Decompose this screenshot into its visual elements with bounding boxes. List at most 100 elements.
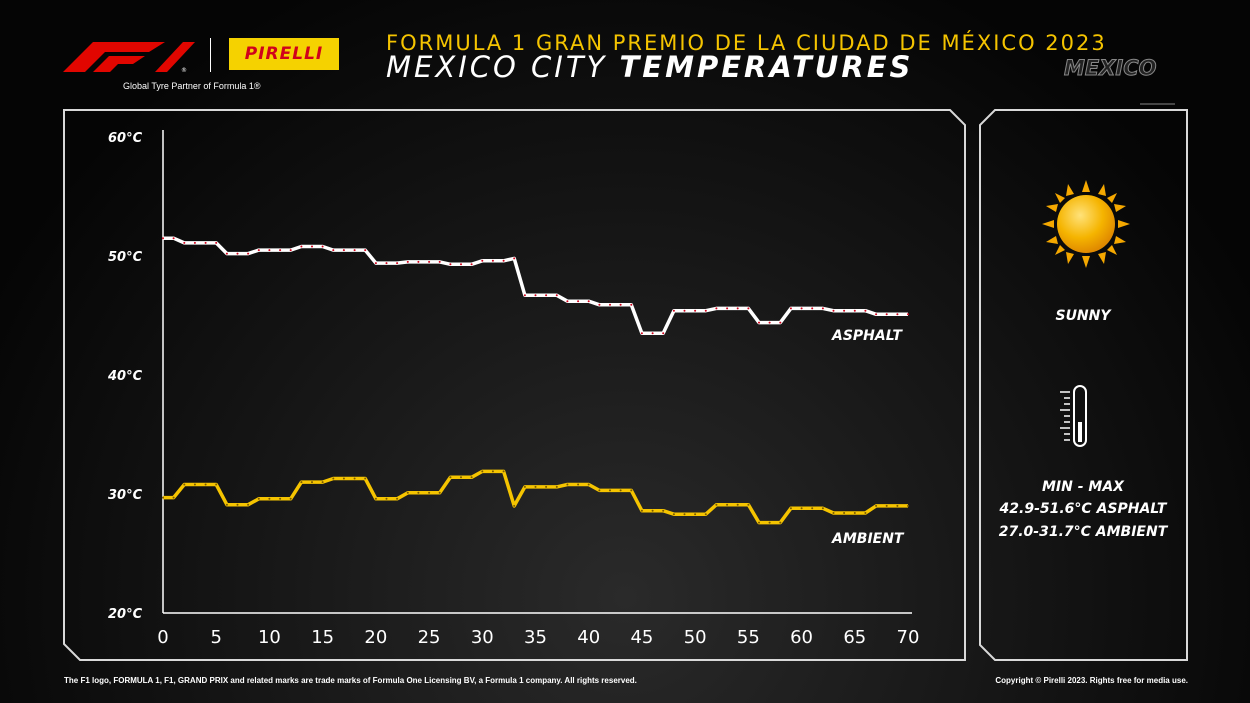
data-point: [566, 300, 569, 303]
pirelli-logo-text: PIRELLI: [244, 44, 324, 64]
data-point: [279, 497, 282, 500]
data-point: [704, 513, 707, 516]
data-point: [651, 509, 654, 512]
data-point: [460, 476, 462, 479]
footer-copyright: Copyright © Pirelli 2023. Rights free fo…: [995, 676, 1188, 685]
data-point: [364, 477, 367, 480]
data-point: [417, 260, 420, 263]
data-point: [353, 249, 356, 252]
x-tick-label: 50: [684, 627, 707, 648]
page-title-bold: TEMPERATURES: [619, 50, 914, 84]
data-point: [406, 491, 409, 494]
data-point: [789, 307, 792, 310]
data-point: [438, 491, 441, 494]
data-point: [875, 313, 878, 316]
data-point: [502, 259, 505, 262]
x-tick-label: 15: [311, 627, 334, 648]
data-point: [289, 497, 292, 500]
data-point: [247, 503, 250, 506]
series-label-group: ASPHALT AMBIENT: [831, 328, 905, 547]
data-point: [364, 249, 367, 252]
pirelli-logo: PIRELLI: [229, 38, 339, 70]
data-point: [523, 294, 526, 297]
page-title: MEXICO CITY TEMPERATURES: [386, 50, 913, 84]
y-tick-group: 20°C 30°C 40°C 50°C 60°C: [107, 131, 143, 622]
data-point: [257, 249, 260, 252]
svg-text:®: ®: [181, 67, 187, 74]
data-point: [396, 497, 399, 500]
thermometer-icon: [1060, 385, 1087, 447]
data-point: [204, 483, 207, 486]
data-point: [640, 509, 643, 512]
data-point: [321, 245, 324, 248]
data-point: [587, 483, 590, 486]
data-point: [555, 294, 558, 297]
data-point: [758, 521, 760, 524]
data-point: [342, 249, 345, 252]
data-point: [502, 470, 505, 473]
data-point: [225, 252, 228, 255]
data-point: [311, 481, 313, 484]
data-point: [268, 497, 271, 500]
data-point: [449, 476, 452, 479]
y-tick-label: 30°C: [108, 488, 143, 503]
data-point: [236, 252, 239, 255]
data-point: [449, 263, 452, 266]
data-point: [885, 313, 888, 316]
data-point: [438, 260, 441, 263]
data-point: [460, 263, 462, 266]
data-point: [598, 489, 601, 492]
data-point: [758, 321, 760, 324]
data-point: [300, 245, 303, 248]
data-point: [385, 497, 388, 500]
data-point: [779, 521, 782, 524]
data-point: [704, 309, 707, 312]
data-point: [832, 309, 835, 312]
logo-group: ® PIRELLI Global Tyre Partner of Formula…: [63, 38, 353, 98]
data-point: [513, 504, 516, 507]
data-point: [353, 477, 356, 480]
data-point: [896, 504, 899, 507]
data-point: [587, 300, 590, 303]
data-point: [843, 512, 846, 514]
data-point: [545, 485, 548, 488]
data-point: [683, 513, 686, 516]
data-point: [342, 477, 345, 480]
minmax-header: MIN - MAX: [1042, 479, 1124, 495]
data-point: [800, 307, 803, 310]
data-point: [821, 307, 824, 310]
data-point: [715, 503, 718, 506]
data-point: [662, 332, 665, 335]
country-badge: MEXICO: [1064, 56, 1158, 81]
y-tick-label: 50°C: [108, 250, 143, 265]
chart-panel-frame: [63, 109, 966, 661]
data-point: [577, 300, 580, 303]
series-line-ambient: [163, 469, 908, 525]
data-point: [630, 303, 633, 306]
data-point: [619, 489, 622, 492]
data-point: [832, 512, 835, 514]
data-point: [385, 262, 388, 265]
footer-trademark: The F1 logo, FORMULA 1, F1, GRAND PRIX a…: [64, 676, 637, 685]
data-point: [428, 260, 431, 263]
data-point: [811, 307, 814, 310]
x-tick-label: 25: [418, 627, 441, 648]
data-point: [225, 503, 228, 506]
data-point: [172, 496, 175, 499]
data-point: [619, 303, 622, 306]
x-tick-label: 70: [897, 627, 920, 648]
x-tick-label: 5: [210, 627, 221, 648]
page-title-light: MEXICO CITY: [386, 50, 620, 84]
event-title: FORMULA 1 GRAN PREMIO DE LA CIUDAD DE MÉ…: [386, 31, 1107, 55]
data-point: [523, 485, 526, 488]
x-tick-label: 0: [157, 627, 168, 648]
y-tick-label: 60°C: [108, 131, 143, 146]
data-point: [321, 481, 324, 484]
data-point: [853, 309, 856, 312]
series-line-asphalt: [163, 236, 908, 336]
y-tick-label: 40°C: [107, 369, 143, 384]
data-point: [726, 307, 729, 310]
data-point: [257, 497, 260, 500]
